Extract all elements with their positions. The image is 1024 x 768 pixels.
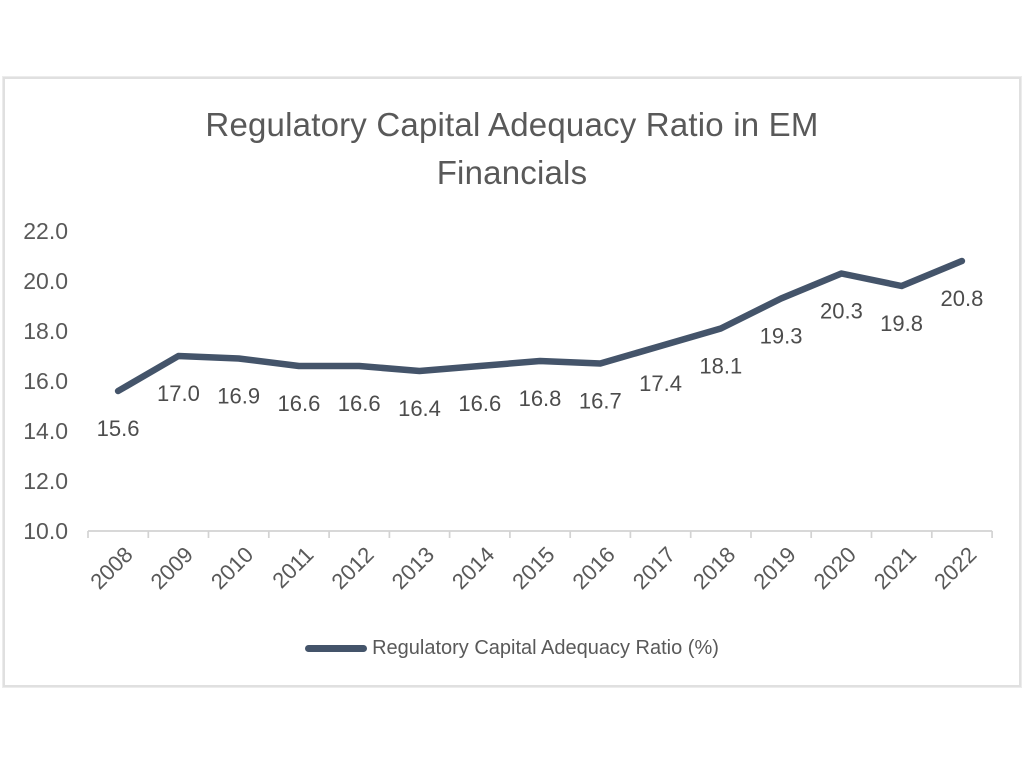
x-axis-tick-label: 2015 xyxy=(507,542,559,594)
data-label: 20.3 xyxy=(820,299,863,324)
legend-line-swatch xyxy=(305,644,368,652)
data-label: 17.0 xyxy=(157,381,200,406)
x-axis-tick-label: 2016 xyxy=(568,542,620,594)
y-axis-tick-label: 20.0 xyxy=(23,268,68,294)
x-axis-tick-label: 2019 xyxy=(748,542,800,594)
data-label: 19.3 xyxy=(760,324,803,349)
x-axis-tick-label: 2020 xyxy=(809,542,861,594)
data-label: 16.6 xyxy=(458,391,501,416)
x-axis-tick-label: 2022 xyxy=(929,542,981,594)
y-axis-tick-label: 10.0 xyxy=(23,518,68,544)
x-axis-tick-label: 2009 xyxy=(146,542,198,594)
data-label: 16.6 xyxy=(277,391,320,416)
chart-title: Regulatory Capital Adequacy Ratio in EM … xyxy=(0,101,1024,197)
data-label: 18.1 xyxy=(699,354,742,379)
data-label: 16.7 xyxy=(579,389,622,414)
y-axis-tick-label: 18.0 xyxy=(23,318,68,344)
x-axis-tick-label: 2013 xyxy=(387,542,439,594)
x-axis-tick-label: 2017 xyxy=(628,542,680,594)
series-line xyxy=(114,257,966,395)
chart-container xyxy=(3,77,1021,687)
y-axis-tick-label: 16.0 xyxy=(23,368,68,394)
x-axis-tick-label: 2021 xyxy=(869,542,921,594)
x-axis-tick-label: 2014 xyxy=(447,542,499,594)
x-axis-tick-label: 2011 xyxy=(267,542,318,593)
data-label: 16.9 xyxy=(217,384,260,409)
data-label: 16.4 xyxy=(398,396,441,421)
y-axis-tick-label: 14.0 xyxy=(23,418,68,444)
data-label: 16.6 xyxy=(338,391,381,416)
y-axis-tick-label: 12.0 xyxy=(23,468,68,494)
y-axis-tick-label: 22.0 xyxy=(23,218,68,244)
data-label: 20.8 xyxy=(940,286,983,311)
data-label: 15.6 xyxy=(97,416,140,441)
chart-title-line-2: Financials xyxy=(436,154,588,191)
x-axis-tick-label: 2010 xyxy=(206,542,258,594)
x-axis-tick-label: 2018 xyxy=(688,542,740,594)
x-axis-tick-label: 2012 xyxy=(326,542,378,594)
chart-title-line-1: Regulatory Capital Adequacy Ratio in EM xyxy=(205,106,819,143)
data-label: 19.8 xyxy=(880,311,923,336)
legend-label: Regulatory Capital Adequacy Ratio (%) xyxy=(372,636,719,659)
legend: Regulatory Capital Adequacy Ratio (%) xyxy=(0,633,1024,663)
data-label: 16.8 xyxy=(519,386,562,411)
x-axis-tick-label: 2008 xyxy=(85,542,137,594)
data-label: 17.4 xyxy=(639,371,682,396)
